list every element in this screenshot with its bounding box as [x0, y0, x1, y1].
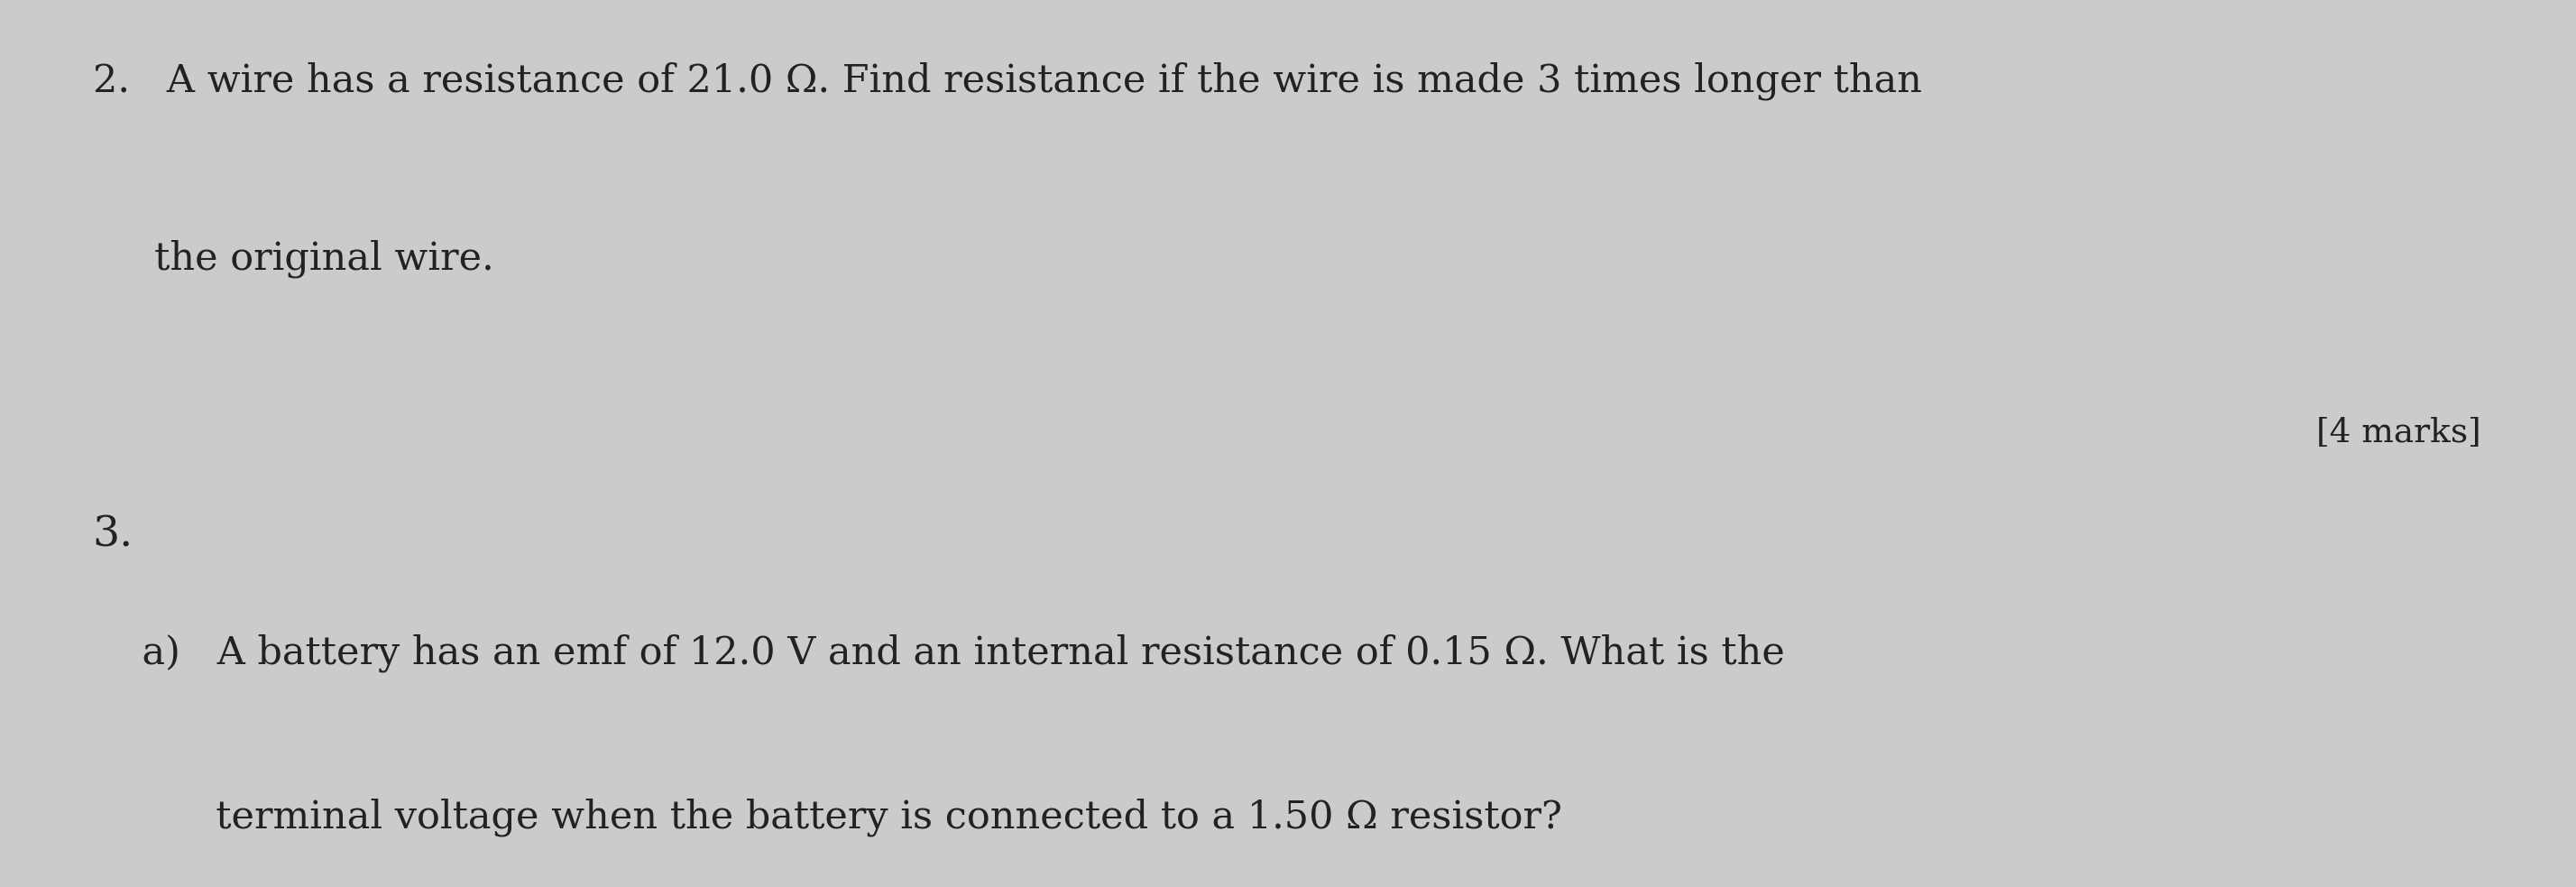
Text: [4 marks]: [4 marks] [2316, 417, 2481, 450]
Text: 2.   A wire has a resistance of 21.0 Ω. Find resistance if the wire is made 3 ti: 2. A wire has a resistance of 21.0 Ω. Fi… [93, 62, 1922, 100]
Text: 3.: 3. [93, 514, 134, 555]
Text: a)   A battery has an emf of 12.0 V and an internal resistance of 0.15 Ω. What i: a) A battery has an emf of 12.0 V and an… [93, 634, 1785, 672]
Text: the original wire.: the original wire. [93, 239, 495, 278]
Text: terminal voltage when the battery is connected to a 1.50 Ω resistor?: terminal voltage when the battery is con… [93, 798, 1561, 836]
